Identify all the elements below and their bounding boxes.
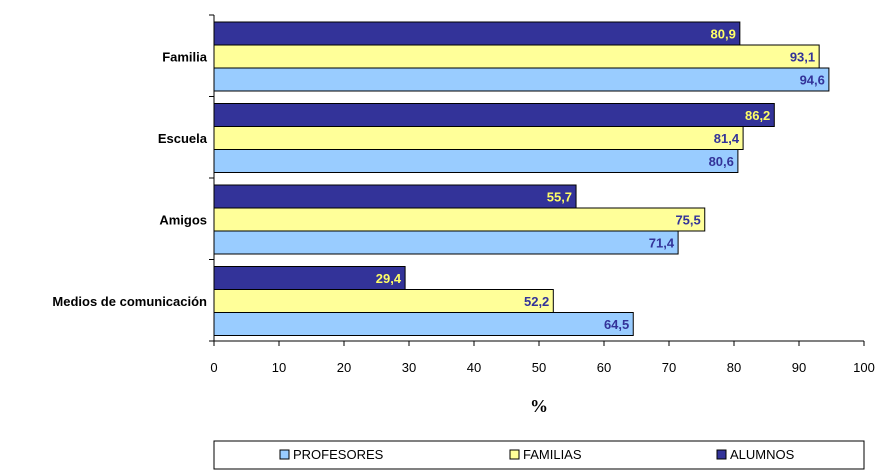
bar-familias-0 — [213, 44, 820, 69]
data-label: 64,5 — [604, 317, 629, 332]
legend-swatch-familias — [509, 449, 520, 460]
legend-label: ALUMNOS — [730, 447, 795, 462]
category-label: Familia — [162, 50, 208, 65]
x-tick-label: 10 — [272, 360, 286, 375]
bar-profesores-2 — [213, 230, 679, 255]
legend: PROFESORES FAMILIAS ALUMNOS — [213, 440, 865, 470]
x-tick-label: 30 — [402, 360, 416, 375]
bar-profesores-3 — [213, 312, 634, 336]
x-tick-label: 100 — [853, 360, 875, 375]
x-tick-label: 90 — [792, 360, 806, 375]
data-label: 71,4 — [649, 236, 675, 251]
bar-profesores-1 — [213, 149, 739, 173]
bar-profesores-0 — [213, 67, 830, 92]
x-tick-label: 40 — [467, 360, 481, 375]
bar-familias-3 — [213, 289, 554, 313]
bars — [213, 21, 830, 336]
data-label: 81,4 — [714, 131, 740, 146]
category-label: Amigos — [159, 213, 207, 228]
x-tick-label: 0 — [210, 360, 217, 375]
category-label: Medios de comunicación — [52, 294, 207, 309]
bar-alumnos-1 — [213, 103, 775, 127]
data-labels: 80,9 93,1 94,6 86,2 81,4 80,6 55,7 75,571,4 29,4… — [376, 27, 825, 333]
legend-box — [213, 440, 865, 470]
bar-familias-2 — [213, 207, 706, 232]
data-label: 55,7 — [547, 190, 572, 205]
bar-alumnos-0 — [213, 21, 741, 46]
x-tick-label: 50 — [532, 360, 546, 375]
legend-swatch-profesores — [279, 449, 290, 460]
x-tick-label: 60 — [597, 360, 611, 375]
legend-label: PROFESORES — [293, 447, 384, 462]
x-tick-labels: 0 10 20 30 40 50 60 70 80 90 100 — [210, 360, 874, 375]
x-axis-label: % — [530, 396, 548, 416]
data-label: 52,2 — [524, 294, 549, 309]
data-label: 80,9 — [711, 27, 736, 42]
x-tick-label: 70 — [662, 360, 676, 375]
category-labels: Familia Escuela Amigos Medios de comunicaci… — [52, 50, 207, 310]
x-tick-label: 20 — [337, 360, 351, 375]
legend-label: FAMILIAS — [523, 447, 582, 462]
axes — [209, 14, 865, 346]
data-label: 29,4 — [376, 271, 402, 286]
data-label: 93,1 — [790, 50, 815, 65]
bar-familias-1 — [213, 126, 744, 150]
category-label: Escuela — [158, 131, 208, 146]
data-label: 80,6 — [709, 154, 734, 169]
x-tick-label: 80 — [727, 360, 741, 375]
legend-swatch-alumnos — [716, 449, 727, 460]
data-label: 94,6 — [800, 73, 825, 88]
bar-alumnos-2 — [213, 184, 577, 209]
data-label: 86,2 — [745, 108, 770, 123]
data-label: 75,5 — [675, 213, 700, 228]
